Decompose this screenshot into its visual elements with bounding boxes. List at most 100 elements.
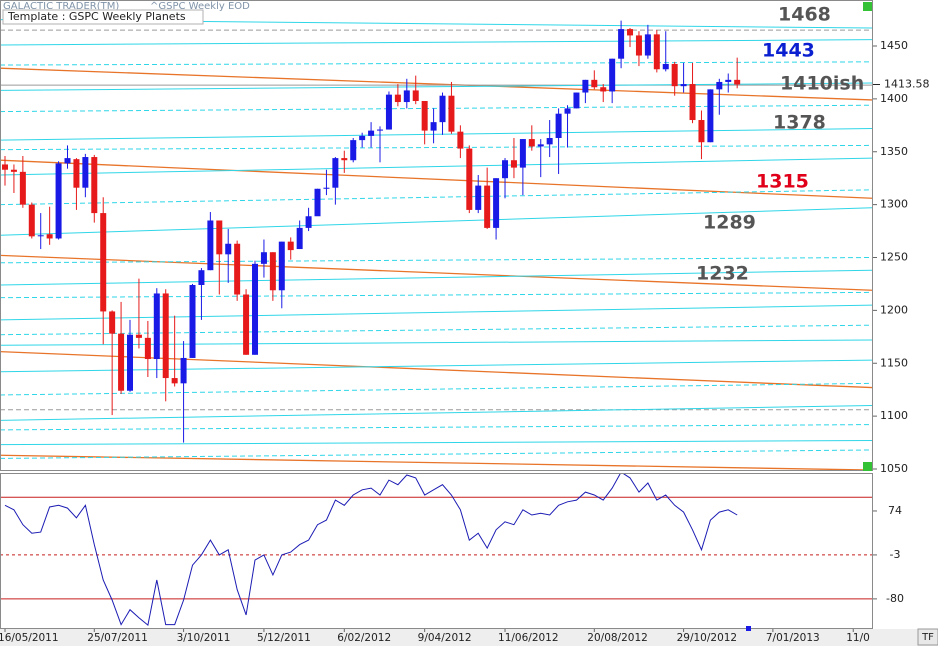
candle-body xyxy=(716,81,723,90)
candle-body xyxy=(546,138,553,145)
candle-body xyxy=(260,252,267,264)
x-tick-label: 29/10/2012 xyxy=(677,632,738,644)
candle-body xyxy=(430,122,437,131)
candle-body xyxy=(359,135,366,141)
candle-body xyxy=(243,294,250,355)
candle-body xyxy=(37,235,44,237)
candle-body xyxy=(10,169,17,172)
y-tick-label: 1050 xyxy=(880,462,908,475)
candle-body xyxy=(466,148,473,210)
candle-body xyxy=(564,108,571,114)
oscillator-panel xyxy=(0,473,872,627)
x-tick-label: 11/06/2012 xyxy=(498,632,559,644)
planet-line xyxy=(0,257,872,264)
candle-body xyxy=(510,160,517,168)
candle-body xyxy=(135,334,142,338)
candle-body xyxy=(28,204,35,237)
candle-body xyxy=(457,131,464,149)
y-tick-label: 1150 xyxy=(880,356,908,369)
candle-body xyxy=(82,157,89,188)
candle-body xyxy=(421,100,428,131)
marker-bottom xyxy=(863,462,872,471)
y-tick-label: 1200 xyxy=(880,303,908,316)
candle-body xyxy=(64,158,71,164)
x-tick-label: 16/05/2011 xyxy=(0,632,59,644)
candle-body xyxy=(582,79,589,93)
planet-line xyxy=(0,157,872,176)
candle-body xyxy=(332,158,339,188)
candle-body xyxy=(216,220,223,255)
marker-top xyxy=(863,2,872,11)
planet-line xyxy=(0,405,872,421)
candle-body xyxy=(573,92,580,109)
y-tick-label: 1100 xyxy=(880,409,908,422)
planet-line xyxy=(0,324,872,336)
x-tick-label: 25/07/2011 xyxy=(87,632,148,644)
x-tick-label: 9/04/2012 xyxy=(418,632,472,644)
planet-line xyxy=(0,424,872,431)
y-tick-label: 1350 xyxy=(880,145,908,158)
planet-line xyxy=(0,254,872,291)
app-title: GALACTIC TRADER(TM) xyxy=(3,1,119,12)
x-tick-label: 6/02/2012 xyxy=(337,632,391,644)
planet-line xyxy=(0,61,872,66)
template-box xyxy=(2,9,204,25)
current-price: 1413.58 xyxy=(884,78,930,91)
level-annotation: 1315 xyxy=(756,171,809,193)
planet-line xyxy=(0,439,872,446)
candle-body xyxy=(350,140,357,161)
candle-body xyxy=(377,129,384,131)
y-tick-label: 74 xyxy=(888,504,902,517)
y-tick-label: 1250 xyxy=(880,251,908,264)
level-annotation: 1289 xyxy=(703,212,756,234)
y-tick-label: -80 xyxy=(886,592,904,605)
candle-body xyxy=(493,178,500,228)
candle-body xyxy=(180,357,187,384)
candle-body xyxy=(537,144,544,147)
candle-body xyxy=(144,337,151,360)
candle-body xyxy=(502,160,509,179)
candle-body xyxy=(707,89,714,143)
planet-line xyxy=(0,127,872,141)
y-tick-label: 1450 xyxy=(880,39,908,52)
candle-body xyxy=(725,79,732,82)
candle-body xyxy=(680,84,687,87)
planet-line xyxy=(0,207,872,236)
x-tick-label: 7/01/2013 xyxy=(766,632,820,644)
candle-body xyxy=(484,185,491,228)
candle-body xyxy=(689,84,696,121)
template: Template : GSPC Weekly Planets xyxy=(7,10,186,23)
candle-body xyxy=(734,79,741,85)
level-annotation: 1410ish xyxy=(780,73,864,95)
candle-body xyxy=(296,227,303,250)
candle-body xyxy=(189,284,196,358)
candle-body xyxy=(528,139,535,147)
planet-line xyxy=(0,304,872,321)
candle-body xyxy=(403,90,410,103)
candle-body xyxy=(118,333,125,391)
planet-line xyxy=(0,104,872,113)
candle-body xyxy=(234,243,241,295)
candle-body xyxy=(671,63,678,87)
candle-body xyxy=(2,164,9,170)
candle-body xyxy=(635,35,642,56)
candle-body xyxy=(341,158,348,161)
planet-line xyxy=(0,382,872,396)
planet-line xyxy=(0,454,872,470)
candle-body xyxy=(653,34,660,70)
candle-body xyxy=(252,263,259,355)
candle-body xyxy=(609,58,616,92)
planet-line xyxy=(0,359,872,373)
candle-body xyxy=(644,34,651,56)
planet-line xyxy=(0,39,872,46)
y-tick-label: 1300 xyxy=(880,198,908,211)
candle-body xyxy=(323,187,330,189)
x-tick-label: 3/10/2011 xyxy=(177,632,231,644)
candle-body xyxy=(394,94,401,103)
level-annotation: 1468 xyxy=(778,4,831,26)
candle-body xyxy=(662,63,669,70)
candle-body xyxy=(198,270,205,285)
candle-body xyxy=(600,87,607,92)
